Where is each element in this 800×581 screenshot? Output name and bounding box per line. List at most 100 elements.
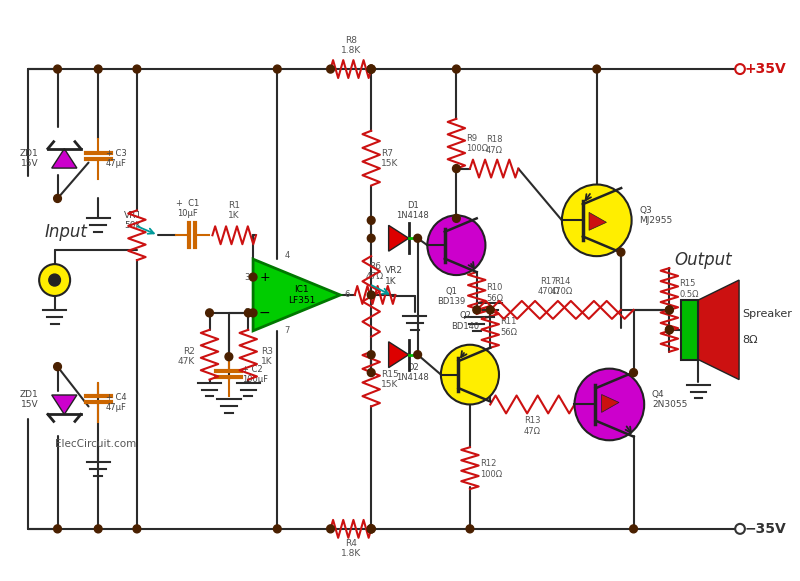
Circle shape bbox=[666, 306, 674, 314]
Circle shape bbox=[735, 64, 745, 74]
Text: R9
100Ω: R9 100Ω bbox=[466, 134, 488, 153]
Text: Output: Output bbox=[674, 251, 732, 269]
Text: D1
1N4148: D1 1N4148 bbox=[397, 201, 430, 220]
Text: R8
1.8K: R8 1.8K bbox=[341, 35, 361, 55]
Circle shape bbox=[244, 309, 252, 317]
Circle shape bbox=[39, 264, 70, 296]
Circle shape bbox=[367, 525, 375, 533]
Circle shape bbox=[562, 185, 632, 256]
Polygon shape bbox=[698, 280, 739, 379]
Polygon shape bbox=[52, 149, 77, 168]
Circle shape bbox=[94, 525, 102, 533]
Text: 3: 3 bbox=[244, 272, 250, 282]
Circle shape bbox=[133, 525, 141, 533]
Circle shape bbox=[133, 65, 141, 73]
Text: 4: 4 bbox=[284, 251, 290, 260]
Circle shape bbox=[473, 306, 481, 314]
Circle shape bbox=[49, 274, 61, 286]
Circle shape bbox=[367, 525, 375, 533]
Circle shape bbox=[466, 525, 474, 533]
Circle shape bbox=[54, 525, 62, 533]
Circle shape bbox=[414, 351, 422, 358]
Polygon shape bbox=[389, 225, 409, 251]
Text: ElecCircuit.com: ElecCircuit.com bbox=[54, 439, 136, 449]
Text: 2: 2 bbox=[244, 309, 250, 317]
Polygon shape bbox=[602, 394, 619, 413]
Text: ZD1
15V: ZD1 15V bbox=[19, 149, 38, 168]
Text: R2
47K: R2 47K bbox=[178, 347, 195, 367]
Text: 8Ω: 8Ω bbox=[742, 335, 758, 345]
Text: + C4
47μF: + C4 47μF bbox=[106, 393, 127, 412]
Text: + C3
47μF: + C3 47μF bbox=[106, 149, 127, 168]
Circle shape bbox=[274, 525, 281, 533]
Polygon shape bbox=[52, 395, 77, 414]
Text: R6
47Ω: R6 47Ω bbox=[366, 261, 384, 281]
Circle shape bbox=[367, 368, 375, 376]
Text: R18
47Ω: R18 47Ω bbox=[486, 135, 502, 155]
Circle shape bbox=[486, 306, 494, 314]
Text: 7: 7 bbox=[284, 326, 290, 335]
Circle shape bbox=[54, 195, 62, 202]
Circle shape bbox=[367, 525, 375, 533]
Text: R1
1K: R1 1K bbox=[228, 201, 240, 220]
Text: R15
0.5Ω: R15 0.5Ω bbox=[679, 279, 698, 299]
Circle shape bbox=[367, 65, 375, 73]
Polygon shape bbox=[253, 259, 340, 331]
Text: +35V: +35V bbox=[745, 62, 786, 76]
Polygon shape bbox=[589, 213, 606, 230]
Circle shape bbox=[250, 273, 257, 281]
Text: 6: 6 bbox=[344, 290, 350, 299]
Text: Q2
BD140: Q2 BD140 bbox=[451, 311, 479, 331]
Text: R11
56Ω: R11 56Ω bbox=[500, 317, 517, 336]
Text: R12
100Ω: R12 100Ω bbox=[480, 460, 502, 479]
Circle shape bbox=[666, 326, 674, 334]
Circle shape bbox=[54, 363, 62, 371]
Circle shape bbox=[54, 65, 62, 73]
Text: Q4
2N3055: Q4 2N3055 bbox=[652, 390, 687, 409]
Circle shape bbox=[367, 216, 375, 224]
Text: Input: Input bbox=[45, 223, 88, 241]
Circle shape bbox=[593, 65, 601, 73]
Circle shape bbox=[574, 368, 644, 440]
Bar bbox=[681, 300, 698, 360]
Text: + C2
100μF: + C2 100μF bbox=[242, 365, 269, 384]
Circle shape bbox=[453, 164, 460, 173]
Text: ZD1
15V: ZD1 15V bbox=[19, 390, 38, 409]
Circle shape bbox=[326, 525, 334, 533]
Text: VR2
1K: VR2 1K bbox=[385, 266, 402, 286]
Text: R7
15K: R7 15K bbox=[381, 149, 398, 168]
Circle shape bbox=[453, 214, 460, 223]
Circle shape bbox=[617, 248, 625, 256]
Text: −35V: −35V bbox=[745, 522, 786, 536]
Text: Spreaker: Spreaker bbox=[742, 309, 792, 319]
Circle shape bbox=[427, 216, 486, 275]
Text: D2
1N4148: D2 1N4148 bbox=[397, 363, 430, 382]
Circle shape bbox=[453, 65, 460, 73]
Circle shape bbox=[630, 525, 638, 533]
Circle shape bbox=[630, 368, 638, 376]
Circle shape bbox=[367, 65, 375, 73]
Text: R3
1K: R3 1K bbox=[261, 347, 273, 367]
Circle shape bbox=[274, 65, 281, 73]
Circle shape bbox=[367, 234, 375, 242]
Circle shape bbox=[666, 306, 674, 314]
Text: R16
0.5Ω: R16 0.5Ω bbox=[679, 321, 698, 340]
Circle shape bbox=[666, 326, 674, 334]
Circle shape bbox=[441, 345, 499, 404]
Text: R14
470Ω: R14 470Ω bbox=[550, 277, 573, 296]
Text: Q1
BD139: Q1 BD139 bbox=[438, 287, 466, 306]
Circle shape bbox=[367, 351, 375, 358]
Circle shape bbox=[250, 309, 257, 317]
Circle shape bbox=[367, 65, 375, 73]
Circle shape bbox=[735, 524, 745, 534]
Text: IC1
LF351: IC1 LF351 bbox=[288, 285, 315, 305]
Text: R13
47Ω: R13 47Ω bbox=[523, 417, 541, 436]
Text: Q3
MJ2955: Q3 MJ2955 bbox=[639, 206, 673, 225]
Text: VR1
50K: VR1 50K bbox=[124, 211, 142, 230]
Circle shape bbox=[367, 291, 375, 299]
Text: −: − bbox=[259, 306, 270, 320]
Text: R17
470Ω: R17 470Ω bbox=[538, 277, 559, 296]
Text: R4
1.8K: R4 1.8K bbox=[341, 539, 361, 558]
Text: +: + bbox=[259, 271, 270, 284]
Polygon shape bbox=[389, 342, 409, 368]
